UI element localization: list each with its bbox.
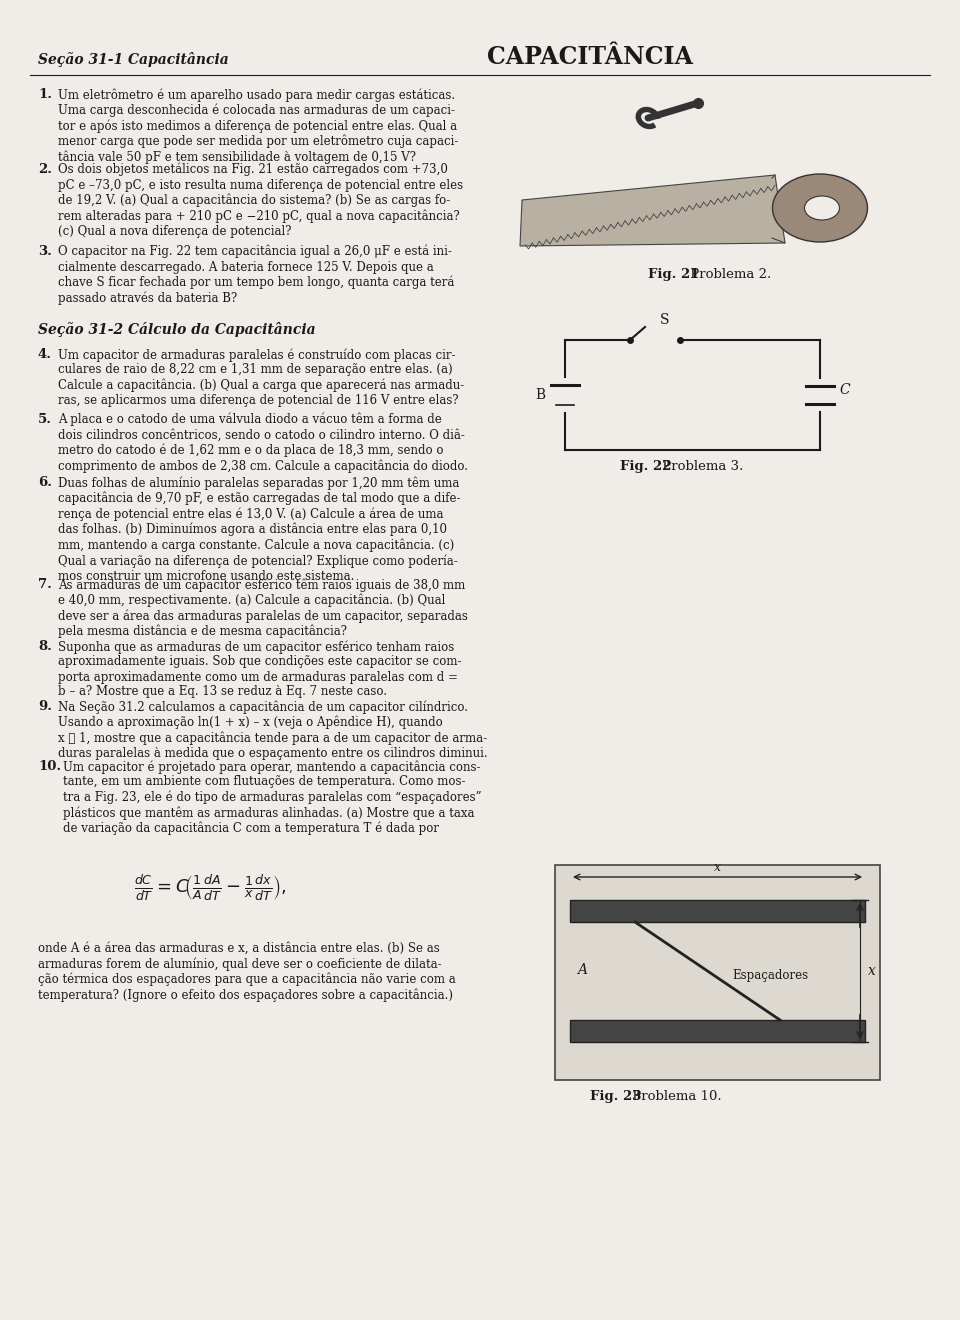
Text: Seção 31-2 Cálculo da Capacitância: Seção 31-2 Cálculo da Capacitância [38,322,316,337]
Text: 8.: 8. [38,640,52,653]
Text: S: S [660,313,669,327]
Text: Um capacitor de armaduras paralelas é construído com placas cir-
culares de raio: Um capacitor de armaduras paralelas é co… [58,348,465,407]
Text: 3.: 3. [38,246,52,257]
Text: Fig. 21: Fig. 21 [648,268,700,281]
Text: 6.: 6. [38,477,52,488]
Text: C: C [839,383,850,397]
Text: O capacitor na Fig. 22 tem capacitância igual a 26,0 μF e está ini-
cialmente de: O capacitor na Fig. 22 tem capacitância … [58,246,454,305]
Text: Problema 10.: Problema 10. [628,1090,722,1104]
Text: Seção 31-1 Capacitância: Seção 31-1 Capacitância [38,51,228,67]
Text: 4.: 4. [38,348,52,360]
Text: Um capacitor é projetado para operar, mantendo a capacitância cons-
tante, em um: Um capacitor é projetado para operar, ma… [63,760,482,836]
Text: $\frac{dC}{dT} = C\!\left(\frac{1}{A}\frac{dA}{dT} - \frac{1}{x}\frac{dx}{dT}\ri: $\frac{dC}{dT} = C\!\left(\frac{1}{A}\fr… [133,873,286,903]
Text: Os dois objetos metálicos na Fig. 21 estão carregados com +73,0
pC e –73,0 pC, e: Os dois objetos metálicos na Fig. 21 est… [58,162,463,238]
Text: Na Seção 31.2 calculamos a capacitância de um capacitor cilíndrico.
Usando a apr: Na Seção 31.2 calculamos a capacitância … [58,700,488,760]
Text: A: A [577,964,587,977]
Bar [570,1020,865,1041]
Text: Problema 3.: Problema 3. [658,459,743,473]
Text: 10.: 10. [38,760,61,774]
Text: 7.: 7. [38,578,52,591]
Text: Fig. 23: Fig. 23 [590,1090,641,1104]
Text: 2.: 2. [38,162,52,176]
Text: Duas folhas de alumínio paralelas separadas por 1,20 mm têm uma
capacitância de : Duas folhas de alumínio paralelas separa… [58,477,461,582]
Text: 5.: 5. [38,413,52,426]
Text: A placa e o catodo de uma válvula diodo a vácuo têm a forma de
dois cilindros co: A placa e o catodo de uma válvula diodo … [58,413,468,473]
Bar [555,865,880,1080]
Text: onde A é a área das armaduras e x, a distância entre elas. (b) Se as
armaduras f: onde A é a área das armaduras e x, a dis… [38,942,456,1002]
Text: Suponha que as armaduras de um capacitor esférico tenham raios
aproximadamente i: Suponha que as armaduras de um capacitor… [58,640,462,698]
Text: CAPACITÂNCIA: CAPACITÂNCIA [487,45,693,69]
Text: Um eletrômetro é um aparelho usado para medir cargas estáticas.
Uma carga descon: Um eletrômetro é um aparelho usado para … [58,88,458,164]
Text: x: x [868,964,876,978]
Text: B: B [535,388,545,403]
Text: Problema 2.: Problema 2. [686,268,771,281]
Ellipse shape [804,195,839,220]
Text: 1.: 1. [38,88,52,102]
Text: Espaçadores: Espaçadores [732,969,808,982]
Ellipse shape [773,174,868,242]
Bar [570,900,865,921]
Text: x: x [714,861,721,874]
Text: As armaduras de um capacitor esférico têm raios iguais de 38,0 mm
e 40,0 mm, res: As armaduras de um capacitor esférico tê… [58,578,468,639]
Polygon shape [520,176,785,246]
Text: 9.: 9. [38,700,52,713]
Text: Fig. 22: Fig. 22 [620,459,671,473]
